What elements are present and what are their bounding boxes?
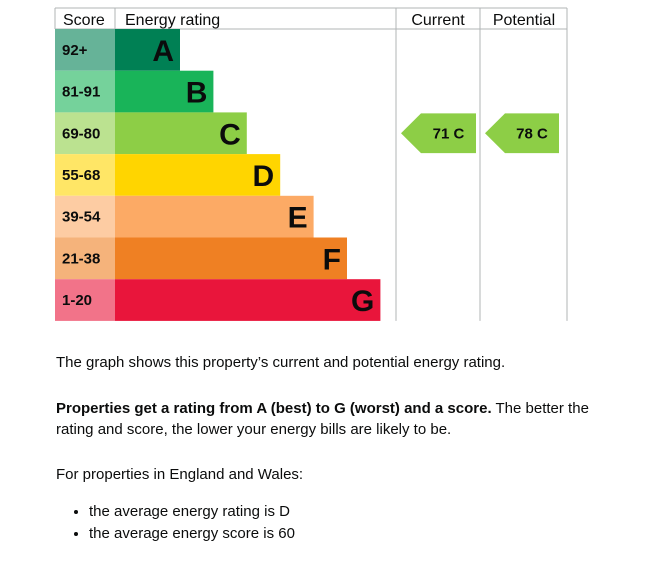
list-item: the average energy rating is D — [89, 501, 295, 523]
header-potential: Potential — [493, 12, 555, 29]
score-range-e: 39-54 — [62, 209, 101, 226]
score-cell-c — [55, 112, 115, 155]
score-range-a: 92+ — [62, 42, 88, 59]
score-range-d: 55-68 — [62, 167, 100, 184]
current-rating-label: 71 C — [433, 125, 465, 142]
score-cell-e — [55, 195, 115, 238]
band-letter-e: E — [288, 202, 308, 235]
score-range-b: 81-91 — [62, 84, 100, 101]
score-cell-g — [55, 279, 115, 321]
region-note-text: For properties in England and Wales: — [56, 466, 304, 483]
score-cell-f — [55, 237, 115, 280]
band-bar-g — [115, 279, 381, 321]
score-range-f: 21-38 — [62, 250, 100, 267]
header-current: Current — [411, 12, 465, 29]
rating-pointers: 71 C 78 C — [401, 113, 559, 154]
rating-explanation-bold: Properties get a rating from A (best) to… — [56, 400, 492, 417]
band-bar-c — [115, 112, 247, 155]
description-text: The graph shows this property’s current … — [56, 354, 506, 371]
band-letter-f: F — [323, 243, 341, 276]
list-item: the average energy score is 60 — [89, 523, 295, 545]
potential-rating-label: 78 C — [516, 125, 548, 142]
band-bar-a — [115, 29, 180, 71]
band-bar-d — [115, 154, 281, 196]
score-cell-a — [55, 29, 115, 71]
score-cell-b — [55, 70, 115, 113]
header-energy-rating: Energy rating — [125, 12, 220, 29]
band-letter-g: G — [351, 285, 374, 318]
band-letter-d: D — [253, 160, 275, 193]
band-letter-c: C — [219, 118, 241, 151]
rating-bands: 92+ A 81-91 B 69-80 C 55-68 D 39-54 E 21-38 F 1-20 G — [55, 29, 381, 321]
band-bar-f — [115, 237, 347, 280]
region-note: For properties in England and Wales: — [56, 464, 616, 485]
energy-rating-chart: Score Energy rating Current Potential 92… — [54, 7, 568, 321]
rating-explanation-text: Properties get a rating from A (best) to… — [56, 398, 616, 440]
current-rating-pointer — [401, 113, 476, 154]
score-cell-d — [55, 154, 115, 196]
band-letter-b: B — [186, 77, 208, 110]
score-range-c: 69-80 — [62, 125, 100, 142]
averages-list: the average energy rating is D the avera… — [56, 501, 295, 545]
band-bar-e — [115, 195, 314, 238]
band-bar-b — [115, 70, 214, 113]
chart-description: The graph shows this property’s current … — [56, 352, 616, 373]
header-score: Score — [63, 12, 105, 29]
band-letter-a: A — [152, 35, 174, 68]
score-range-g: 1-20 — [62, 292, 92, 309]
rating-explanation-rest: The better the rating and score, the low… — [56, 400, 589, 438]
potential-rating-pointer — [485, 113, 559, 154]
rating-explanation: Properties get a rating from A (best) to… — [56, 398, 616, 440]
